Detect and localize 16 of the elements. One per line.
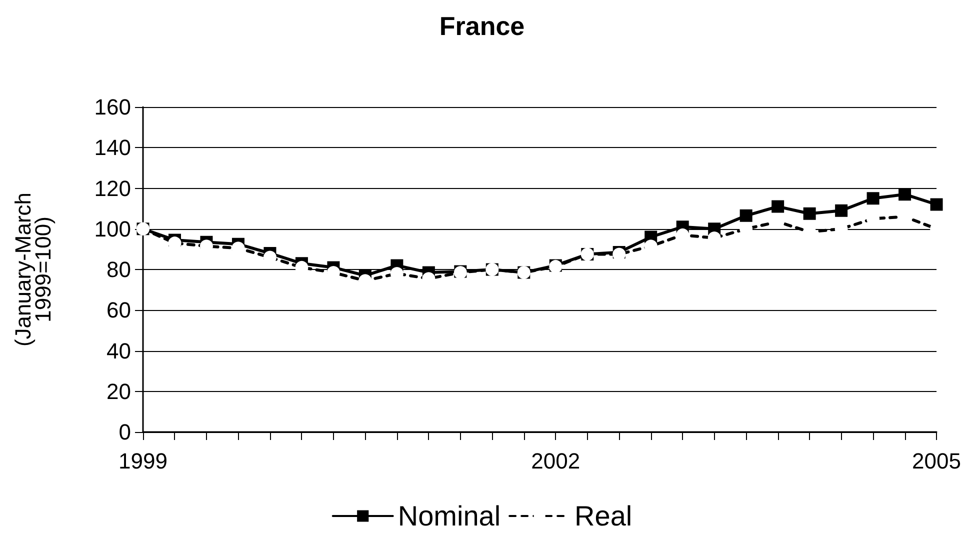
y-tick-label: 20 [106, 378, 131, 404]
y-tick-label: 80 [106, 257, 131, 282]
x-tick-label: 2002 [531, 448, 580, 474]
chart-title: France [439, 11, 525, 41]
x-tick-label: 1999 [118, 448, 168, 474]
x-tick-label: 2005 [912, 448, 962, 474]
y-tick-label: 60 [106, 298, 131, 323]
y-tick-label: 120 [94, 176, 131, 201]
y-tick-label: 0 [118, 420, 131, 444]
y-tick-label: 160 [94, 94, 131, 120]
legend-label: Real [574, 500, 632, 532]
legend-label: Nominal [398, 500, 501, 532]
y-axis-title: (January-March 1999=100) [10, 192, 56, 347]
y-tick-label: 100 [94, 216, 131, 242]
y-tick-label: 40 [106, 338, 131, 364]
y-tick-label: 140 [94, 135, 131, 160]
